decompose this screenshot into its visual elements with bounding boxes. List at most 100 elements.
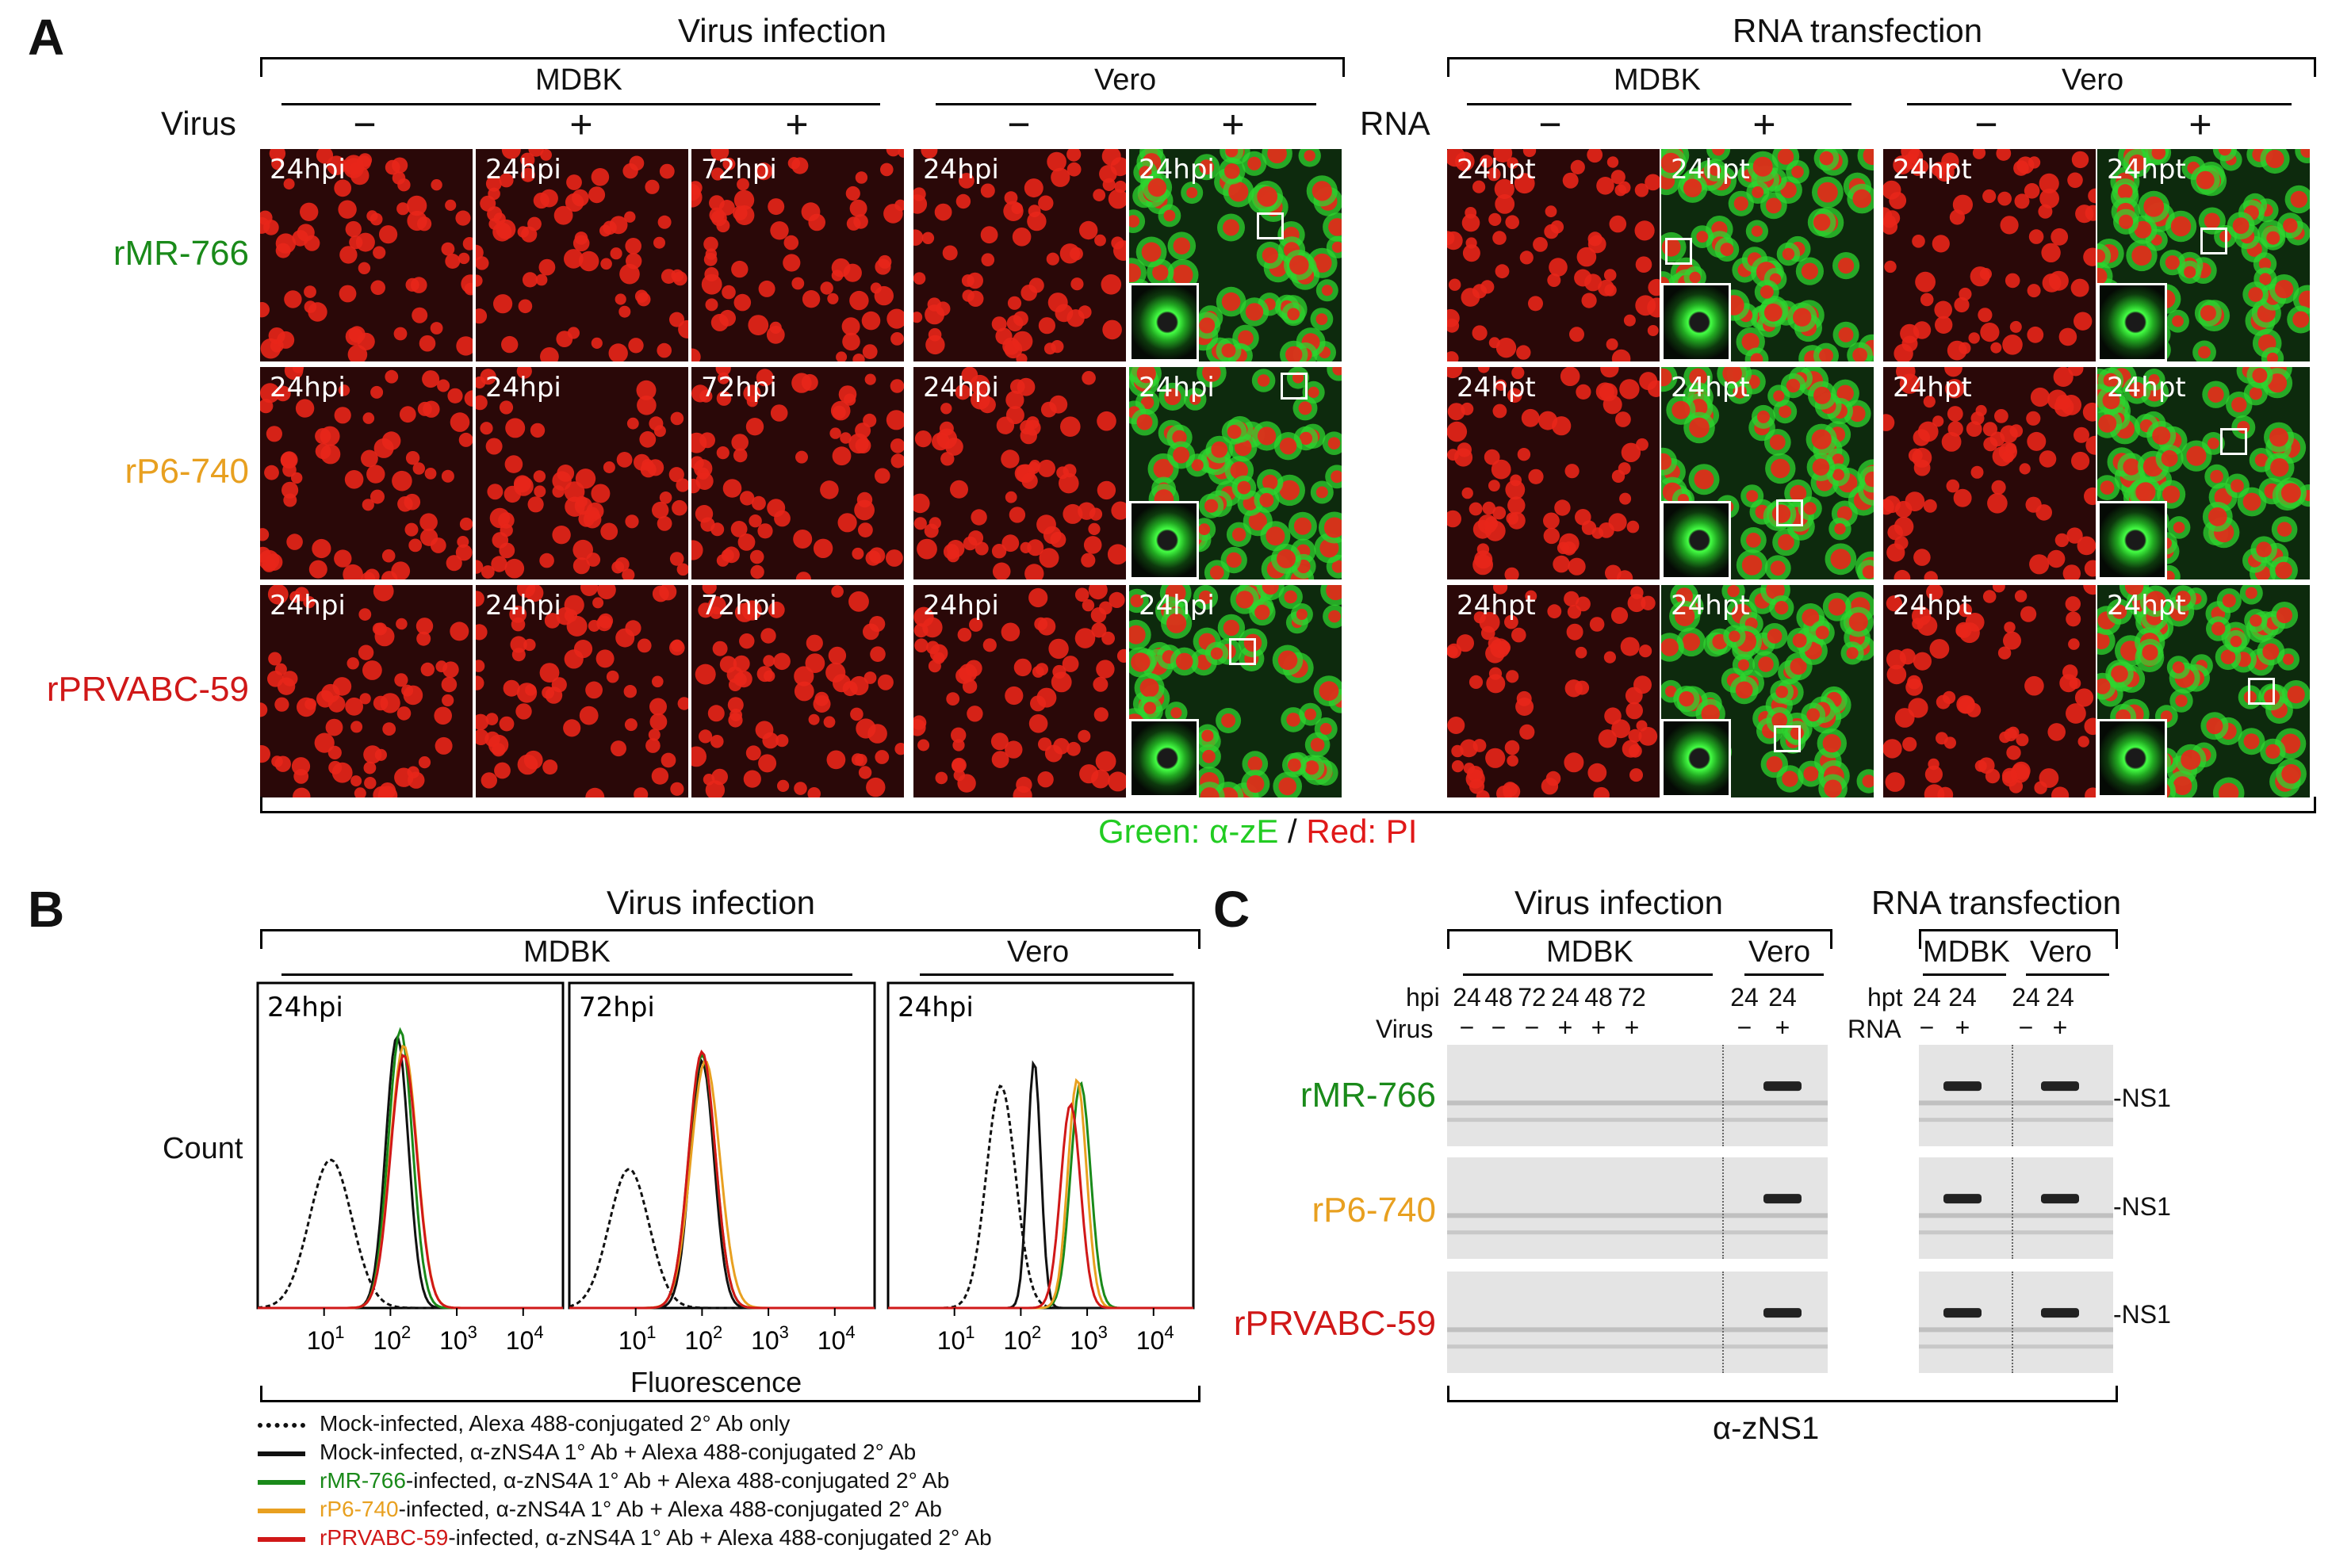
panel-a-label: A [28, 9, 65, 66]
micrograph-r1-c9: 24hpt [2097, 149, 2310, 361]
micrograph-r1-c6: 24hpt [1447, 149, 1660, 361]
zoom-inset [1661, 282, 1732, 361]
zoom-inset [2097, 500, 2168, 579]
a-mdbk-label-rna: MDBK [1614, 63, 1701, 97]
zoom-inset [1661, 718, 1732, 797]
a-caption: Green: α-zE / Red: PI [1098, 813, 1417, 851]
micrograph-r1-c2: 24hpi [476, 149, 688, 361]
c-virus-infection-title: Virus infection [1514, 884, 1724, 921]
c-rna-sign-3: − [2018, 1013, 2034, 1042]
legend-swatch [258, 1536, 305, 1542]
flow-histograms: 24hpi 101 102 103 104 72hpi 101 102 103 104 24hpi 1… [256, 981, 1195, 1355]
legend-item-5: rPRVABC-59-infected, α-zNS4A 1° Ab + Ale… [258, 1525, 992, 1551]
zoom-inset [1129, 282, 1200, 361]
c-rna-sign-4: + [2052, 1013, 2068, 1042]
legend-item-2: Mock-infected, α-zNS4A 1° Ab + Alexa 488… [258, 1440, 916, 1465]
c-vero-line-rna [2026, 973, 2109, 976]
micrograph-r2-c9: 24hpt [2097, 367, 2310, 579]
c-rna-blot-row-2 [1919, 1157, 2113, 1259]
legend-swatch [258, 1451, 305, 1456]
a-virus-sign-2: + [569, 102, 593, 147]
c-lane-separator [1722, 1045, 1724, 1146]
c-virus-sign-3: − [1524, 1013, 1540, 1042]
a-rna-sign-4: + [2188, 102, 2212, 147]
micrograph-time-label: 24hpt [1893, 590, 1972, 621]
legend-text: Mock-infected, α-zNS4A 1° Ab + Alexa 488… [320, 1440, 917, 1464]
histogram-plot-2: 72hpi 101 102 103 104 [568, 981, 876, 1355]
c-virus-sign-8: + [1775, 1013, 1790, 1042]
x-tick-label: 102 [373, 1322, 411, 1355]
zoom-region-box [1281, 373, 1308, 400]
x-tick-label: 101 [937, 1322, 975, 1355]
legend-item-3: rMR-766-infected, α-zNS4A 1° Ab + Alexa … [258, 1468, 949, 1493]
micrograph-time-label: 72hpi [701, 372, 777, 403]
micrograph-r3-c7: 24hpt [1661, 585, 1874, 797]
c-virus-blot-row-1 [1447, 1045, 1828, 1146]
legend-virus-name: rPRVABC-59 [320, 1525, 449, 1550]
c-rna-sign-1: − [1919, 1013, 1935, 1042]
micrograph-r3-c5: 24hpi [1129, 585, 1342, 797]
panel-b-label: B [28, 881, 65, 938]
c-virus-sign-1: − [1459, 1013, 1475, 1042]
zoom-inset [2097, 282, 2168, 361]
b-bottom-bracket [260, 1386, 1200, 1402]
c-rna-label: RNA [1848, 1015, 1901, 1043]
c-rna-blot-row-3 [1919, 1272, 2113, 1373]
x-tick-label: 104 [818, 1322, 856, 1355]
micrograph-time-label: 24hpi [1139, 372, 1215, 403]
c-row-label-rp6740: rP6-740 [1312, 1191, 1436, 1230]
histogram-plot-1: 24hpi 101 102 103 104 [256, 981, 565, 1355]
b-vero-line [920, 973, 1174, 976]
micrograph-time-label: 72hpi [701, 154, 777, 185]
micrograph-r1-c4: 24hpi [913, 149, 1126, 361]
micrograph-time-label: 24hpt [2107, 590, 2186, 621]
a-vero-label-rna: Vero [2062, 63, 2124, 97]
zoom-inset [1129, 500, 1200, 579]
histogram-curve-5 [258, 1054, 563, 1310]
zoom-region-box [1665, 238, 1692, 265]
legend-item-4: rP6-740-infected, α-zNS4A 1° Ab + Alexa … [258, 1497, 942, 1522]
micrograph-r2-c5: 24hpi [1129, 367, 1342, 579]
a-caption-red: Red: PI [1306, 813, 1418, 850]
zoom-inset [2097, 718, 2168, 797]
legend-swatch [258, 1508, 305, 1513]
micrograph-time-label: 24hpi [923, 590, 999, 621]
c-hpt-label: hpt [1867, 983, 1903, 1012]
micrograph-time-label: 24hpi [1139, 154, 1215, 185]
histogram-time-label: 24hpi [267, 992, 343, 1023]
panel-c-label: C [1213, 881, 1250, 938]
histogram-time-label: 72hpi [579, 992, 655, 1023]
a-rna-transfection-title: RNA transfection [1733, 12, 1983, 49]
c-ns1-label-3: -NS1 [2113, 1300, 2171, 1329]
c-row-label-rprvabc59: rPRVABC-59 [1233, 1304, 1436, 1343]
micrograph-r2-c6: 24hpt [1447, 367, 1660, 579]
a-virus-infection-title: Virus infection [678, 12, 887, 49]
c-ns1-label-1: -NS1 [2113, 1084, 2171, 1112]
c-hpi-label: hpi [1406, 983, 1440, 1012]
legend-swatch [258, 1422, 305, 1428]
micrograph-time-label: 24hpt [1893, 372, 1972, 403]
micrograph-r3-c4: 24hpi [913, 585, 1126, 797]
a-vero-label-virus: Vero [1094, 63, 1157, 97]
micrograph-time-label: 24hpt [1671, 154, 1750, 185]
a-virus-row-label: Virus [161, 105, 236, 142]
histogram-curve-1 [257, 1158, 563, 1310]
a-bottom-bracket [260, 797, 2316, 813]
micrograph-time-label: 24hpi [270, 590, 346, 621]
zoom-region-box [2200, 228, 2227, 254]
legend-swatch [258, 1479, 305, 1485]
micrograph-r3-c6: 24hpt [1447, 585, 1660, 797]
histogram-time-label: 24hpi [898, 992, 974, 1023]
micrograph-time-label: 24hpi [923, 154, 999, 185]
c-vero-label-virus: Vero [1748, 935, 1811, 969]
micrograph-r3-c1: 24hpi [260, 585, 473, 797]
a-vero-line-rna [1907, 103, 2292, 105]
c-rna-hour-3: 24 [2012, 983, 2040, 1012]
micrograph-time-label: 24hpt [2107, 372, 2186, 403]
zoom-region-box [1229, 638, 1256, 665]
legend-item-1: Mock-infected, Alexa 488-conjugated 2° A… [258, 1411, 790, 1436]
c-virus-hour-7: 24 [1730, 983, 1759, 1012]
c-virus-blot-row-2 [1447, 1157, 1828, 1259]
b-vero-label: Vero [1007, 935, 1070, 969]
c-lane-separator [2012, 1272, 2013, 1373]
